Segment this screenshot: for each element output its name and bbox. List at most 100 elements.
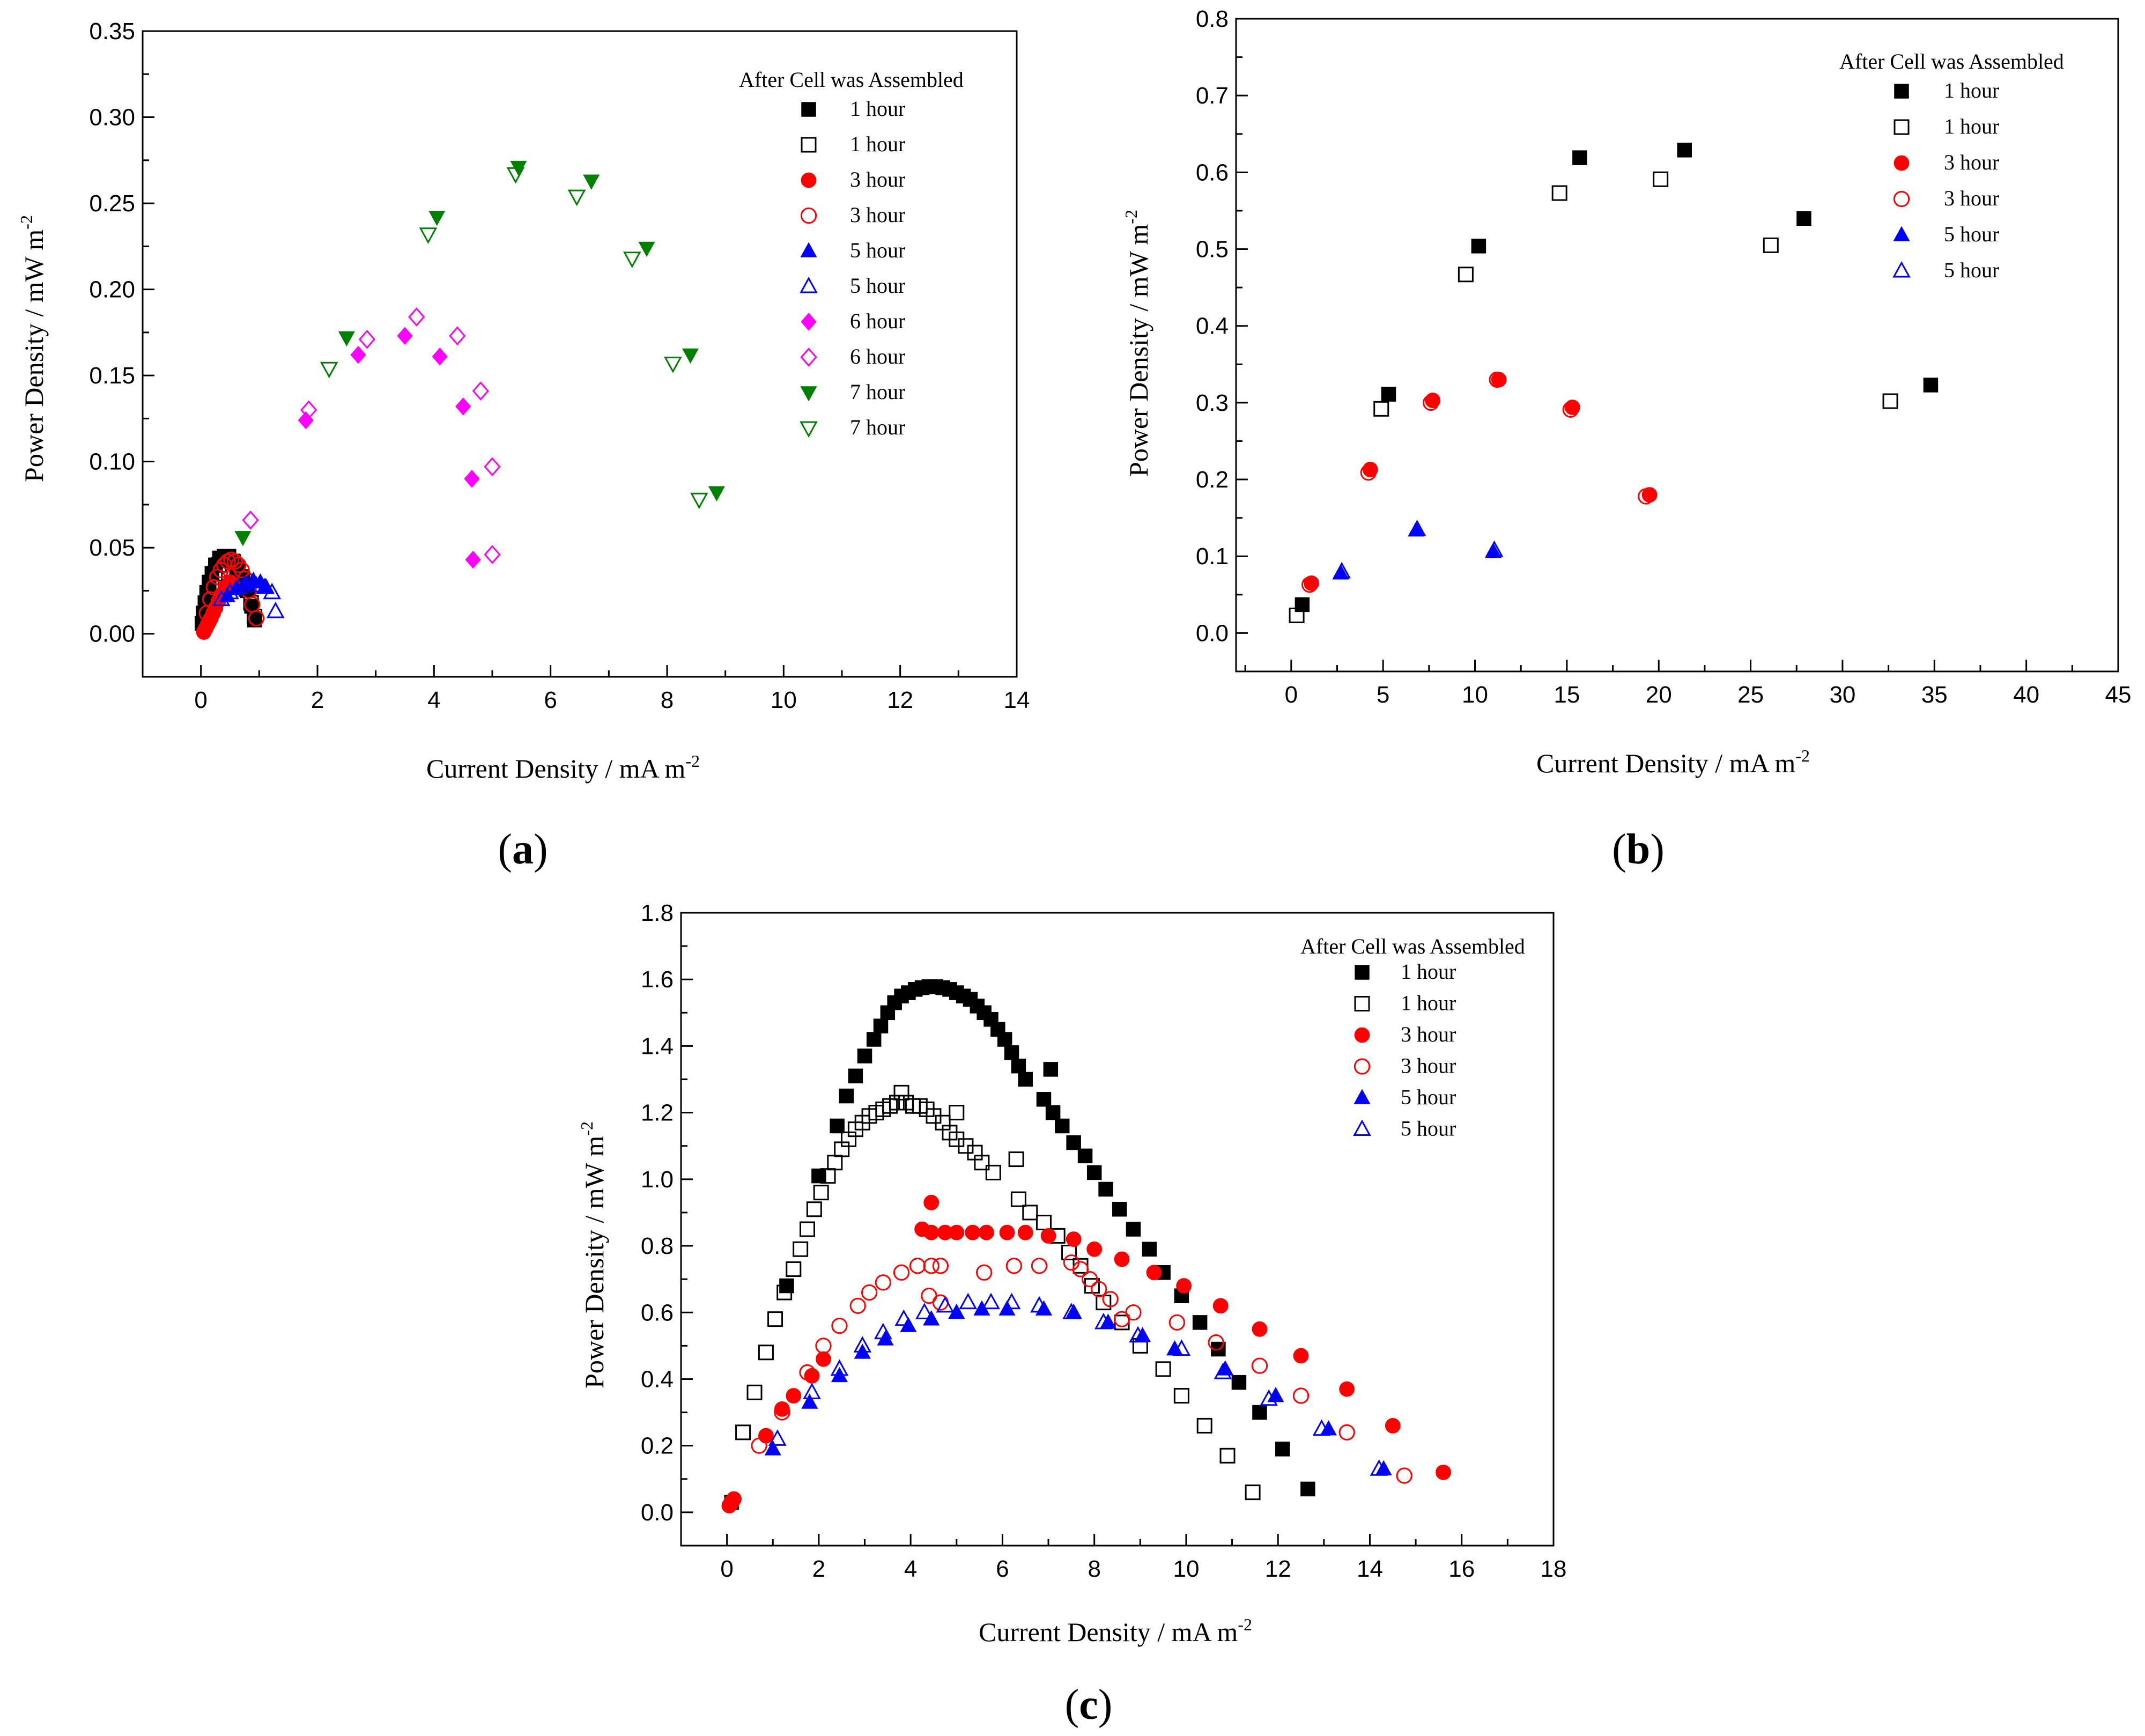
- data-point: [1017, 1224, 1033, 1240]
- data-point: [1252, 1321, 1268, 1337]
- data-point: [1396, 1467, 1412, 1484]
- data-point: [848, 1068, 863, 1084]
- y-tick-label: 1.2: [641, 1100, 674, 1126]
- data-point: [889, 1095, 905, 1111]
- plot-frame-b: [1235, 18, 2119, 673]
- legend-label: 5 hour: [1944, 222, 1999, 246]
- y-tick-label: 0.8: [641, 1233, 674, 1259]
- data-point: [915, 1303, 934, 1319]
- legend-label: 7 hour: [850, 415, 905, 439]
- legend-marker: [1353, 1058, 1371, 1075]
- data-point: [1339, 1381, 1355, 1397]
- legend-label: 5 hour: [1944, 258, 1999, 282]
- data-point: [1030, 1296, 1048, 1313]
- series-6: [1333, 520, 1504, 579]
- legend-label: 1 hour: [1944, 78, 1999, 102]
- data-point: [1638, 488, 1654, 505]
- data-point: [1289, 607, 1305, 623]
- x-tick-label: 20: [1646, 682, 1672, 708]
- data-point: [230, 557, 247, 573]
- x-tick-label: 40: [2013, 682, 2039, 708]
- data-point: [1231, 1375, 1247, 1390]
- data-point: [1172, 1339, 1191, 1356]
- data-point: [774, 1401, 790, 1417]
- data-point: [1338, 1424, 1355, 1440]
- data-point: [233, 562, 250, 579]
- legend-a: 1 hour 1 hour 3 hour 3 hour 5 hour 5 hour 6 ho…: [800, 97, 905, 439]
- y-tick-label: 0.6: [641, 1299, 674, 1326]
- y-tick-label: 0.2: [1196, 467, 1229, 493]
- x-tick-label: 4: [427, 687, 440, 713]
- data-point: [974, 1155, 990, 1171]
- chart-b: 0.0 0.1 0.2 0.3 0.4 0.5 0.6 0.7 0.8 0 5 10 15 20 25 30…: [1121, 6, 2131, 873]
- x-tick-label: 6: [996, 1556, 1009, 1582]
- data-point: [1219, 1447, 1236, 1464]
- legend-label: 1 hour: [850, 132, 905, 156]
- data-point: [758, 1345, 774, 1361]
- data-point: [861, 1284, 878, 1301]
- legend-marker: [1893, 119, 1910, 135]
- data-point: [708, 486, 725, 501]
- y-tick-label: 0.00: [89, 621, 135, 647]
- data-point: [266, 601, 285, 618]
- data-point: [1333, 562, 1351, 579]
- data-point: [350, 345, 366, 364]
- data-point: [205, 579, 222, 596]
- x-tick-label: 10: [1462, 682, 1488, 708]
- data-point: [1094, 1312, 1113, 1329]
- x-ticks-b: 0 5 10 15 20 25 30 35 40 45: [1244, 660, 2132, 708]
- data-point: [1091, 1281, 1107, 1297]
- data-point: [976, 1264, 993, 1281]
- y-tick-label: 0.5: [1196, 237, 1229, 263]
- series-4: [723, 1254, 1412, 1511]
- data-point: [506, 167, 525, 184]
- y-axis-title-c: Power Density / mW m-2: [577, 1121, 609, 1388]
- data-point: [923, 1194, 940, 1210]
- data-point: [1436, 1464, 1451, 1480]
- legend-marker: [801, 102, 816, 117]
- data-point: [1301, 577, 1318, 593]
- y-tick-label: 0.05: [89, 535, 135, 561]
- x-tick-label: 15: [1554, 682, 1580, 708]
- data-point: [1385, 1418, 1401, 1434]
- data-point: [793, 1241, 809, 1257]
- data-point: [813, 1185, 829, 1201]
- x-tick-label: 8: [1088, 1556, 1100, 1582]
- x-tick-label: 0: [1285, 682, 1298, 708]
- data-point: [831, 1317, 848, 1334]
- data-point: [242, 510, 259, 530]
- data-point: [567, 189, 586, 206]
- y-tick-label: 0.4: [641, 1366, 674, 1392]
- y-tick-label: 0.0: [1196, 620, 1229, 646]
- legend-marker: [800, 207, 817, 224]
- data-point: [358, 329, 376, 349]
- series-3: [721, 1194, 1451, 1513]
- data-point: [1004, 1045, 1019, 1060]
- x-tick-label: 0: [720, 1556, 733, 1582]
- data-point: [774, 1404, 790, 1421]
- series-10: [320, 167, 708, 509]
- data-point: [949, 1105, 965, 1121]
- legend-label: 5 hour: [850, 238, 905, 262]
- x-tick-label: 18: [1541, 1556, 1567, 1582]
- data-point: [234, 531, 252, 546]
- data-point: [1018, 1072, 1033, 1087]
- data-point: [1562, 401, 1579, 418]
- data-point: [923, 1258, 940, 1274]
- legend-label: 3 hour: [850, 203, 905, 227]
- x-tick-label: 45: [2105, 682, 2132, 708]
- series-7: [298, 327, 481, 569]
- data-point: [484, 545, 501, 564]
- legend-label: 1 hour: [1944, 114, 1999, 138]
- data-point: [1112, 1201, 1127, 1217]
- data-point: [1005, 1258, 1022, 1274]
- data-point: [1251, 1357, 1268, 1374]
- legend-title-c: After Cell was Assembled: [1300, 934, 1525, 958]
- data-point: [816, 1351, 831, 1367]
- data-point: [893, 1084, 909, 1100]
- data-point: [247, 609, 263, 625]
- legend-c: 1 hour 1 hour 3 hour 3 hour 5 hour 5 hour: [1353, 959, 1456, 1141]
- data-point: [999, 1224, 1015, 1240]
- data-point: [1126, 1222, 1141, 1237]
- data-point: [839, 1088, 854, 1104]
